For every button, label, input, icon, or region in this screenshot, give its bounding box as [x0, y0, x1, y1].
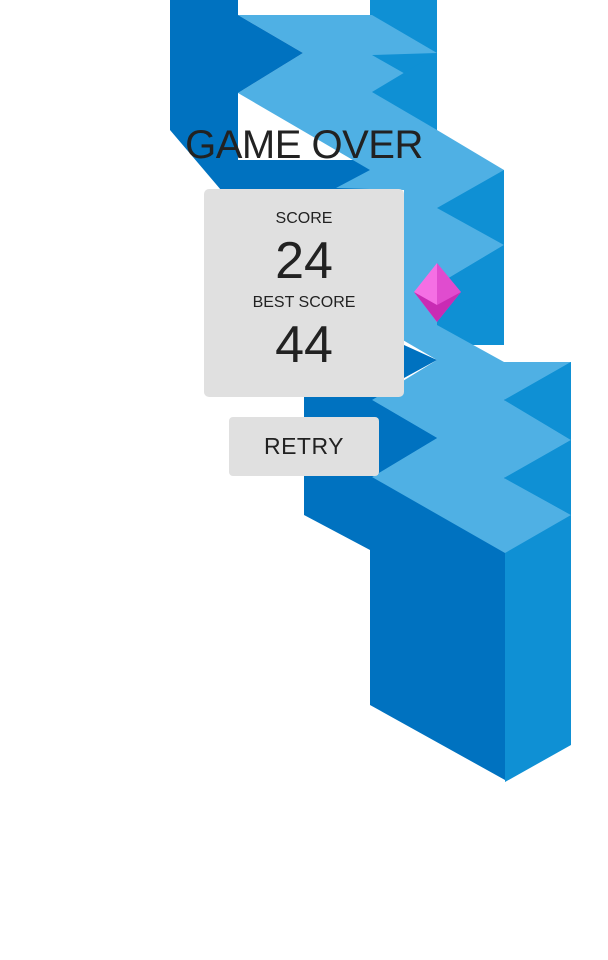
notch-lower-b — [505, 440, 571, 515]
pink-diamond-gem-icon — [414, 263, 461, 322]
score-panel: SCORE 24 BEST SCORE 44 — [204, 189, 404, 397]
notch-middle-a — [437, 170, 504, 245]
path-zigzag-notches-left — [238, 15, 437, 477]
gem-bottom-facet — [414, 292, 461, 322]
game-over-title: GAME OVER — [185, 123, 423, 167]
notch-left-middle-a — [404, 345, 437, 378]
path-zigzag-notches — [372, 15, 571, 515]
score-label: SCORE — [275, 210, 333, 227]
path-top-upper — [238, 15, 504, 170]
notch-lower-a — [505, 362, 571, 440]
notch-upper-a — [372, 15, 437, 53]
score-value: 24 — [275, 232, 333, 290]
notch-middle-b — [437, 245, 504, 325]
retry-button[interactable]: RETRY — [229, 417, 379, 476]
path-top-middle — [336, 170, 571, 553]
best-score-label: BEST SCORE — [252, 294, 356, 311]
notch-left-upper — [238, 15, 303, 93]
notch-upper-b — [372, 53, 437, 130]
best-score-value: 44 — [275, 316, 333, 374]
notch-left-lower — [372, 400, 437, 477]
path-left-face-upper — [170, 0, 238, 210]
